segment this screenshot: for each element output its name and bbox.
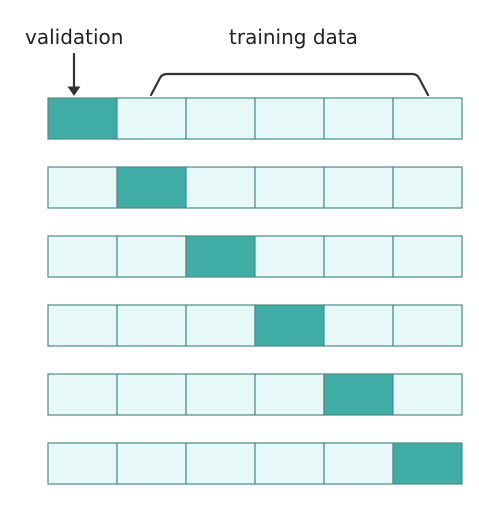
training-fold-cell [185, 97, 256, 140]
training-fold-cell [392, 304, 463, 347]
fold-row-6 [47, 442, 463, 485]
fold-row-3 [47, 235, 463, 278]
validation-label: validation [25, 25, 123, 49]
training-fold-cell [116, 97, 187, 140]
training-fold-cell [47, 166, 118, 209]
fold-row-1 [47, 97, 463, 140]
training-fold-cell [185, 166, 256, 209]
training-fold-cell [116, 373, 187, 416]
validation-fold-cell [392, 442, 463, 485]
training-fold-cell [254, 97, 325, 140]
training-data-label: training data [229, 25, 358, 49]
training-fold-cell [392, 166, 463, 209]
training-fold-cell [116, 442, 187, 485]
training-fold-cell [254, 166, 325, 209]
validation-arrow [67, 52, 81, 96]
training-fold-cell [185, 442, 256, 485]
training-fold-cell [185, 373, 256, 416]
training-fold-cell [254, 235, 325, 278]
training-data-brace [149, 72, 430, 97]
training-fold-cell [323, 304, 394, 347]
fold-row-2 [47, 166, 463, 209]
folds-group [47, 97, 463, 485]
training-fold-cell [323, 97, 394, 140]
training-fold-cell [116, 235, 187, 278]
training-fold-cell [392, 235, 463, 278]
training-fold-cell [323, 235, 394, 278]
validation-fold-cell [323, 373, 394, 416]
fold-row-4 [47, 304, 463, 347]
training-fold-cell [254, 442, 325, 485]
training-fold-cell [47, 304, 118, 347]
fold-row-5 [47, 373, 463, 416]
validation-fold-cell [116, 166, 187, 209]
validation-fold-cell [185, 235, 256, 278]
training-fold-cell [47, 373, 118, 416]
training-fold-cell [47, 442, 118, 485]
training-fold-cell [254, 373, 325, 416]
training-fold-cell [116, 304, 187, 347]
validation-fold-cell [47, 97, 118, 140]
training-fold-cell [47, 235, 118, 278]
validation-fold-cell [254, 304, 325, 347]
training-fold-cell [392, 97, 463, 140]
training-fold-cell [323, 166, 394, 209]
training-fold-cell [323, 442, 394, 485]
training-fold-cell [392, 373, 463, 416]
validation-arrow-head [67, 86, 81, 96]
training-fold-cell [185, 304, 256, 347]
